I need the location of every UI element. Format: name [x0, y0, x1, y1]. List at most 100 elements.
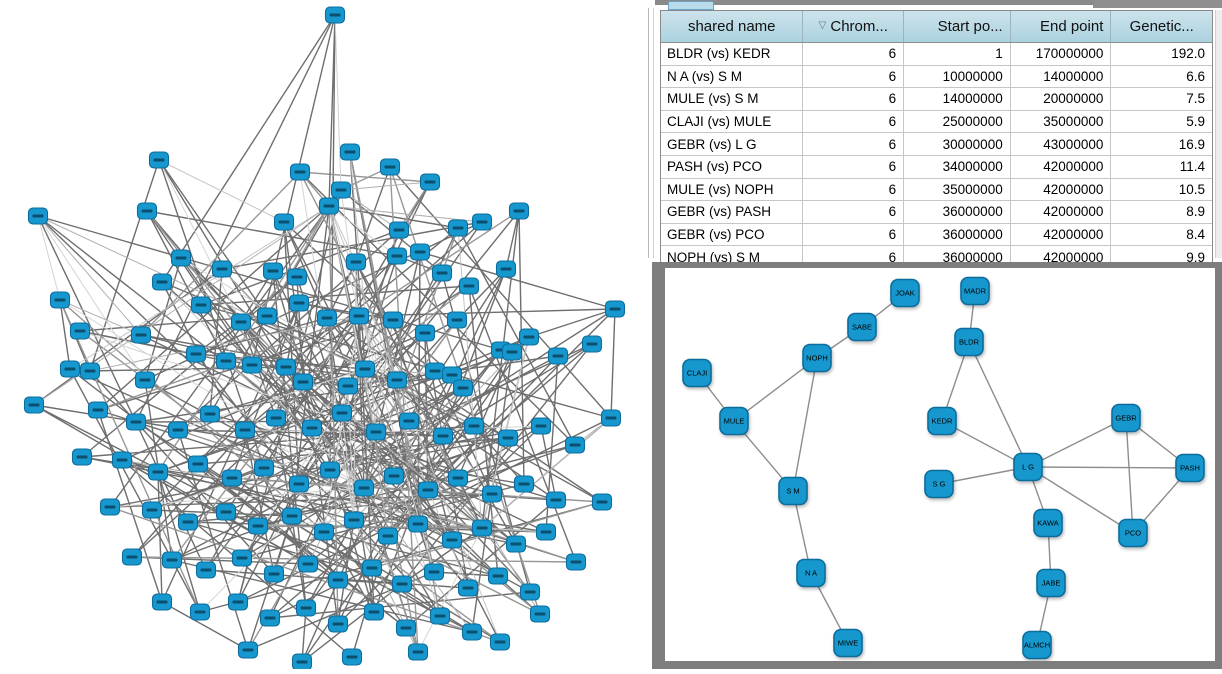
- cell-value[interactable]: 16.9: [1178, 136, 1205, 152]
- network-node[interactable]: [263, 565, 285, 583]
- network-node[interactable]: [407, 515, 429, 533]
- network-node[interactable]: [489, 633, 511, 651]
- cell-value[interactable]: 6: [803, 133, 905, 155]
- network-node[interactable]: [134, 371, 156, 389]
- network-node[interactable]: [432, 427, 454, 445]
- network-node[interactable]: [565, 553, 587, 571]
- cell-value[interactable]: 30000000: [904, 133, 1011, 155]
- cell-shared-name[interactable]: CLAJI (vs) MULE: [661, 110, 804, 133]
- column-header-start-po[interactable]: Start po...: [904, 11, 1011, 42]
- network-node[interactable]: [241, 356, 263, 374]
- network-node[interactable]: [429, 607, 451, 625]
- network-node[interactable]: [231, 549, 253, 567]
- cell-value[interactable]: 6: [803, 110, 905, 133]
- network-node[interactable]: [79, 362, 101, 380]
- network-edge-noph-s-m[interactable]: [792, 357, 818, 492]
- network-node[interactable]: [215, 352, 237, 370]
- network-node[interactable]: [497, 429, 519, 447]
- network-node[interactable]: [519, 583, 541, 601]
- network-node-pash[interactable]: PASH: [1175, 453, 1205, 483]
- network-node[interactable]: [379, 158, 401, 176]
- network-node[interactable]: [391, 575, 413, 593]
- network-node[interactable]: [273, 213, 295, 231]
- table-row[interactable]: GEBR (vs) PASH 6 36000000 42000000 8.9: [661, 201, 1212, 224]
- network-node[interactable]: [331, 404, 353, 422]
- cell-value[interactable]: 6: [803, 246, 905, 268]
- cell-value[interactable]: 170000000: [1011, 43, 1112, 65]
- network-edge-gebr-pco[interactable]: [1125, 417, 1134, 534]
- network-node[interactable]: [388, 221, 410, 239]
- panel-tab-fragment[interactable]: [668, 1, 714, 10]
- network-node[interactable]: [185, 345, 207, 363]
- network-node[interactable]: [431, 264, 453, 282]
- network-node[interactable]: [424, 362, 446, 380]
- table-row[interactable]: GEBR (vs) PCO 6 36000000 42000000 8.4: [661, 223, 1212, 247]
- network-node[interactable]: [292, 373, 314, 391]
- cell-value[interactable]: 14000000: [1011, 65, 1112, 88]
- table-row[interactable]: N A (vs) S M 6 10000000 14000000 6.6: [661, 65, 1212, 89]
- network-node[interactable]: [177, 513, 199, 531]
- cell-value[interactable]: 43000000: [1011, 133, 1112, 155]
- network-node[interactable]: [313, 523, 335, 541]
- table-row[interactable]: MULE (vs) NOPH 6 35000000 42000000 10.5: [661, 178, 1212, 202]
- detail-network-canvas[interactable]: JOAK SABE NOPH CLAJI MULE S M N A MIWE MADR BLDR K…: [665, 268, 1215, 661]
- network-node[interactable]: [288, 294, 310, 312]
- network-node[interactable]: [147, 463, 169, 481]
- network-node[interactable]: [59, 360, 81, 378]
- network-node[interactable]: [151, 593, 173, 611]
- network-node-joak[interactable]: JOAK: [890, 278, 920, 308]
- network-node[interactable]: [513, 475, 535, 493]
- network-node[interactable]: [215, 503, 237, 521]
- network-node[interactable]: [447, 219, 469, 237]
- cell-value[interactable]: 10000000: [904, 65, 1011, 88]
- network-node-l-g[interactable]: L G: [1013, 452, 1043, 482]
- cell-value[interactable]: 6: [803, 223, 905, 246]
- network-node[interactable]: [71, 448, 93, 466]
- network-node[interactable]: [452, 379, 474, 397]
- cell-value[interactable]: 5.9: [1186, 114, 1205, 130]
- cell-value[interactable]: 42000000: [1011, 178, 1112, 201]
- network-node[interactable]: [187, 455, 209, 473]
- network-node[interactable]: [265, 409, 287, 427]
- network-node[interactable]: [518, 328, 540, 346]
- network-node[interactable]: [327, 571, 349, 589]
- main-network-view[interactable]: [0, 0, 650, 671]
- network-node[interactable]: [363, 603, 385, 621]
- network-node-noph[interactable]: NOPH: [802, 343, 832, 373]
- cell-value[interactable]: 42000000: [1011, 223, 1112, 246]
- network-node[interactable]: [286, 268, 308, 286]
- network-node[interactable]: [49, 291, 71, 309]
- cell-value[interactable]: 8.9: [1186, 204, 1205, 220]
- table-row[interactable]: BLDR (vs) KEDR 6 1 170000000 192.0: [661, 43, 1212, 66]
- network-node[interactable]: [348, 307, 370, 325]
- network-node[interactable]: [447, 469, 469, 487]
- network-node[interactable]: [361, 559, 383, 577]
- network-node-jabe[interactable]: JABE: [1036, 568, 1066, 598]
- network-node[interactable]: [398, 412, 420, 430]
- network-node[interactable]: [141, 501, 163, 519]
- network-node[interactable]: [354, 360, 376, 378]
- cell-value[interactable]: 35000000: [904, 178, 1011, 201]
- network-node[interactable]: [247, 517, 269, 535]
- cell-value[interactable]: 6.6: [1186, 68, 1205, 84]
- table-row[interactable]: PASH (vs) PCO 6 34000000 42000000 11.4: [661, 155, 1212, 179]
- network-node[interactable]: [423, 563, 445, 581]
- network-node[interactable]: [189, 603, 211, 621]
- cell-value[interactable]: 36000000: [904, 246, 1011, 268]
- table-row[interactable]: MULE (vs) S M 6 14000000 20000000 7.5: [661, 88, 1212, 111]
- network-node[interactable]: [382, 311, 404, 329]
- network-node[interactable]: [600, 409, 622, 427]
- network-node[interactable]: [301, 419, 323, 437]
- cell-shared-name[interactable]: NOPH (vs) S M: [661, 246, 804, 268]
- cell-shared-name[interactable]: MULE (vs) NOPH: [661, 178, 804, 201]
- network-node[interactable]: [151, 273, 173, 291]
- network-node[interactable]: [237, 641, 259, 659]
- network-node[interactable]: [564, 436, 586, 454]
- network-node[interactable]: [495, 260, 517, 278]
- network-node[interactable]: [259, 609, 281, 627]
- network-edge-l-g-pco[interactable]: [1027, 466, 1134, 534]
- network-node[interactable]: [136, 202, 158, 220]
- cell-value[interactable]: 20000000: [1011, 88, 1112, 110]
- cell-value[interactable]: 8.4: [1186, 227, 1205, 243]
- cell-shared-name[interactable]: MULE (vs) S M: [661, 88, 804, 110]
